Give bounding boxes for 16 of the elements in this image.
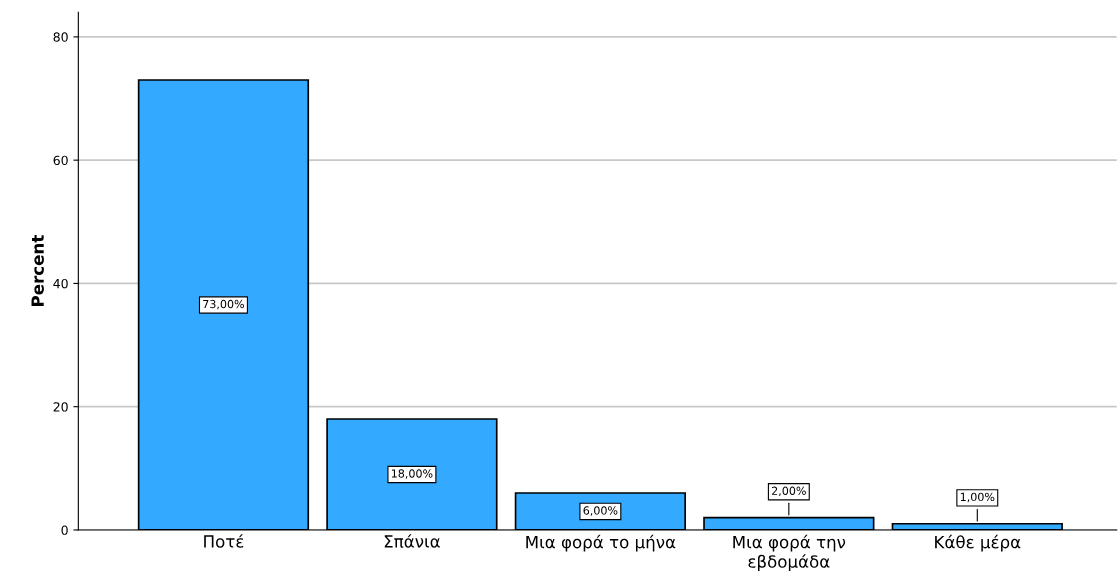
y-tick-label: 20 (53, 402, 68, 412)
y-axis-title: Percent (31, 235, 44, 306)
y-tick-label: 80 (53, 32, 68, 42)
y-tick-label: 0 (61, 525, 68, 535)
x-tick-label: Κάθε μέρα (935, 534, 1021, 552)
data-label: 6,00% (583, 506, 618, 516)
data-label: 18,00% (391, 469, 433, 479)
x-tick-label: Σπάνια (384, 534, 440, 548)
data-label: 73,00% (203, 299, 245, 310)
data-label: 2,00% (772, 486, 806, 497)
data-label: 1,00% (960, 492, 995, 503)
y-tick-label: 60 (53, 155, 68, 166)
x-tick-label: Μια φορά το μήνα (526, 534, 676, 552)
x-tick-label: Ποτέ (204, 534, 244, 548)
y-tick-label: 40 (53, 278, 68, 289)
x-tick-label: Μια φορά την εβδομάδα (733, 534, 846, 572)
